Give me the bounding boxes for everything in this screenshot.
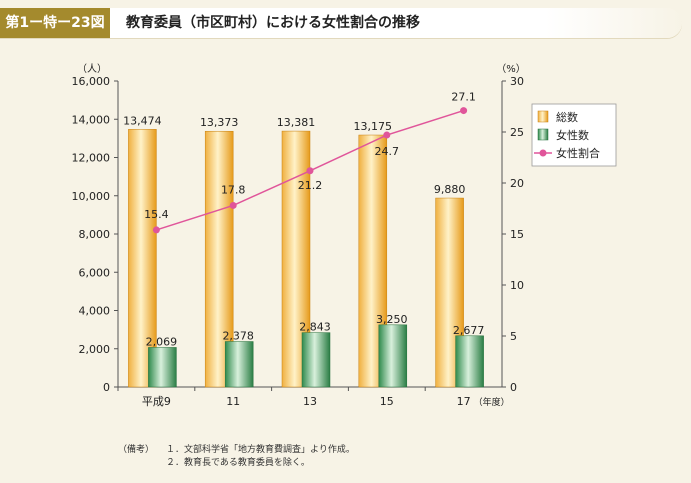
y-left-tick-label: 12,000 [72, 152, 111, 165]
bar-women-label: 2,843 [299, 321, 331, 334]
y-left-unit: （人） [77, 63, 107, 75]
figure-label: 第1ー特ー23図 [0, 8, 110, 38]
bar-women [148, 347, 177, 388]
ratio-point [460, 107, 468, 115]
legend-label-women: 女性数 [556, 128, 589, 142]
bar-women-label: 3,250 [376, 313, 408, 326]
y-right-tick-label: 25 [510, 126, 524, 139]
bar-total [128, 129, 157, 388]
ratio-point [306, 167, 314, 175]
x-tick-label: 17 [457, 395, 471, 408]
y-right-tick-label: 30 [510, 75, 524, 88]
legend-swatch-women [537, 128, 549, 141]
bar-total [204, 130, 234, 388]
legend-swatch-total [537, 110, 549, 123]
y-left-tick-label: 6,000 [79, 266, 111, 279]
bar-women-label: 2,378 [222, 330, 254, 343]
y-right-tick-label: 10 [510, 279, 524, 292]
title-bar: 第1ー特ー23図 教育委員（市区町村）における女性割合の推移 [0, 8, 682, 38]
x-tick-label: 15 [380, 395, 394, 408]
y-left-tick-label: 10,000 [72, 190, 111, 203]
bar-total-label: 13,474 [123, 114, 162, 127]
y-right-tick-label: 5 [510, 330, 517, 343]
y-left-tick-label: 0 [103, 381, 110, 394]
bar-women [455, 335, 484, 388]
x-tick-label: 13 [303, 395, 317, 408]
note-line-1: １．文部科学省「地方教育費調査」より作成。 [166, 445, 355, 455]
y-right-tick-label: 15 [510, 228, 524, 241]
bar-total-label: 13,373 [200, 116, 239, 129]
legend-label-total: 総数 [556, 110, 578, 124]
y-left-tick-label: 16,000 [72, 75, 111, 88]
bar-women-label: 2,069 [146, 335, 178, 348]
figure-title: 教育委員（市区町村）における女性割合の推移 [126, 15, 420, 31]
x-tick-label: 平成9 [142, 395, 171, 408]
y-left-tick-label: 2,000 [79, 343, 111, 356]
y-right-unit: （%） [496, 63, 526, 75]
ratio-label: 24.7 [375, 145, 400, 158]
bar-women [301, 332, 331, 388]
notes: （備考） １．文部科学省「地方教育費調査」より作成。 ２．教育長である教育委員を… [118, 444, 355, 470]
notes-lead: （備考） [118, 445, 155, 455]
bar-total-label: 9,880 [434, 183, 466, 196]
y-left-tick-label: 14,000 [72, 113, 111, 126]
y-right-tick-label: 0 [510, 381, 517, 394]
legend-swatch-ratio-marker [539, 149, 547, 157]
bar-women [378, 324, 408, 388]
x-tick-label: 11 [226, 395, 240, 408]
ratio-label: 21.2 [298, 179, 323, 192]
legend-label-ratio: 女性割合 [556, 146, 600, 160]
y-left-tick-label: 8,000 [79, 228, 111, 241]
bar-women-label: 2,677 [453, 324, 485, 337]
bar-women [224, 341, 254, 388]
x-unit: （年度） [474, 396, 510, 408]
ratio-label: 17.8 [221, 183, 246, 196]
ratio-point [229, 201, 237, 209]
ratio-label: 27.1 [451, 91, 476, 104]
chart: 0 2,000 4,000 6,000 8,000 10,000 12,000 14,000 1… [72, 63, 617, 408]
ratio-point [152, 226, 160, 234]
bar-total-label: 13,381 [277, 116, 316, 129]
bar-total-label: 13,175 [354, 120, 393, 133]
note-line-2: ２．教育長である教育委員を除く。 [166, 458, 310, 468]
y-left-tick-label: 4,000 [79, 305, 111, 318]
y-right-tick-label: 20 [510, 177, 524, 190]
ratio-point [383, 131, 391, 139]
ratio-label: 15.4 [144, 208, 169, 221]
